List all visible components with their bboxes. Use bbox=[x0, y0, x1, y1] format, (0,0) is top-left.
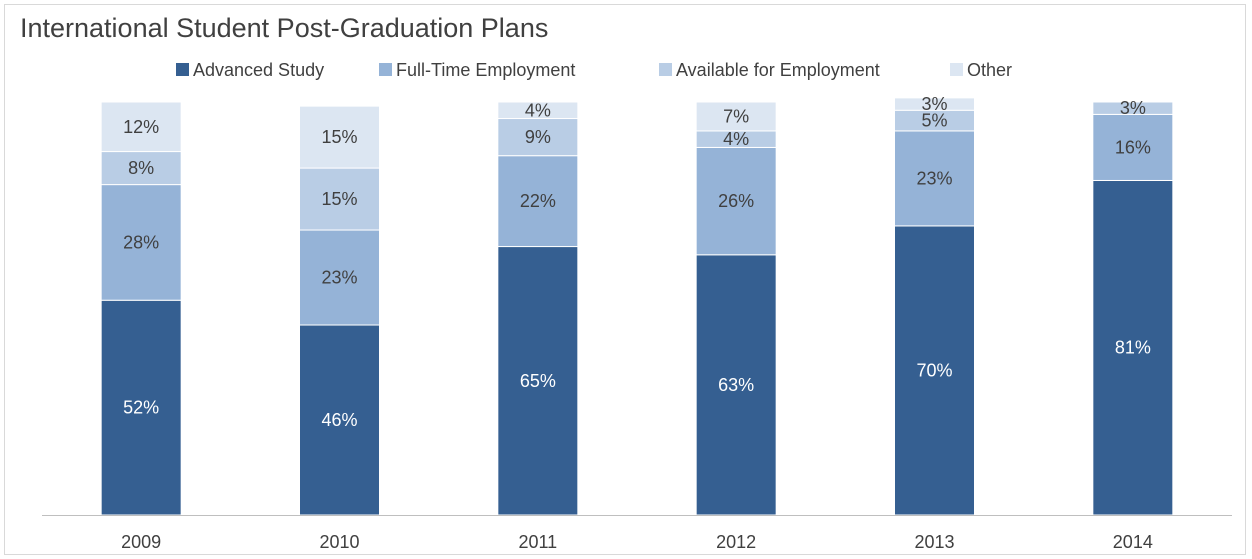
bar-stack-2011: 65% 22% 9% 4% bbox=[497, 100, 579, 516]
bar-other-2012 bbox=[695, 101, 777, 132]
legend-item-full-time-employment: Full-Time Employment bbox=[379, 60, 575, 80]
chart-title: International Student Post-Graduation Pl… bbox=[20, 13, 549, 43]
bar-stack-2012: 63% 26% 4% 7% bbox=[695, 101, 777, 516]
data-label-advanced-study-2011: 65% bbox=[520, 371, 556, 391]
bar-other-2009 bbox=[100, 101, 182, 153]
bar-stack-2013: 70% 23% 5%3% bbox=[894, 94, 975, 516]
legend-item-other: Other bbox=[950, 60, 1012, 80]
data-label-full-time-employment-2014: 16% bbox=[1115, 137, 1151, 157]
bar-advanced-study-2011 bbox=[497, 246, 579, 516]
bar-available-for-employment-2011 bbox=[497, 118, 579, 157]
bar-available-for-employment-2009 bbox=[100, 151, 182, 186]
bar-stack-2009: 52% 28% 8% 12% bbox=[100, 101, 182, 516]
bar-other-2013 bbox=[894, 97, 975, 111]
legend-swatch bbox=[659, 63, 672, 76]
data-label-available-for-employment-2009: 8% bbox=[128, 158, 154, 178]
bar-advanced-study-2013 bbox=[894, 225, 975, 516]
bar-full-time-employment-2013 bbox=[894, 130, 975, 227]
bar-full-time-employment-2010 bbox=[299, 229, 380, 326]
data-label-advanced-study-2010: 46% bbox=[321, 410, 357, 430]
bar-advanced-study-2014 bbox=[1092, 179, 1174, 516]
x-tick-label-2010: 2010 bbox=[319, 532, 359, 552]
data-label-full-time-employment-2013: 23% bbox=[916, 168, 952, 188]
data-label-available-for-employment-2012: 4% bbox=[723, 129, 749, 149]
bar-available-for-employment-2010 bbox=[299, 167, 380, 231]
bar-full-time-employment-2009 bbox=[100, 184, 182, 301]
legend-item-advanced-study: Advanced Study bbox=[176, 60, 324, 80]
data-label-full-time-employment-2009: 28% bbox=[123, 232, 159, 252]
bar-stack-2014: 81% 16% 3% bbox=[1092, 98, 1174, 516]
bar-stack-2010: 46% 23% 15% 15% bbox=[299, 105, 380, 516]
data-label-advanced-study-2009: 52% bbox=[123, 398, 159, 418]
data-label-other-2010: 15% bbox=[321, 127, 357, 147]
data-label-available-for-employment-2014: 3% bbox=[1120, 98, 1146, 118]
x-tick-label-2014: 2014 bbox=[1113, 532, 1153, 552]
data-label-advanced-study-2012: 63% bbox=[718, 375, 754, 395]
legend-swatch bbox=[176, 63, 189, 76]
legend-label: Full-Time Employment bbox=[396, 60, 575, 80]
legend-label: Other bbox=[967, 60, 1012, 80]
data-label-other-2009: 12% bbox=[123, 117, 159, 137]
bar-advanced-study-2012 bbox=[695, 254, 777, 516]
data-label-advanced-study-2013: 70% bbox=[916, 360, 952, 380]
x-tick-label-2009: 2009 bbox=[121, 532, 161, 552]
data-label-available-for-employment-2011: 9% bbox=[525, 127, 551, 147]
x-tick-label-2011: 2011 bbox=[518, 532, 557, 552]
legend-item-available-for-employment: Available for Employment bbox=[659, 60, 880, 80]
bar-full-time-employment-2012 bbox=[695, 146, 777, 256]
data-label-other-2012: 7% bbox=[723, 106, 749, 126]
data-label-full-time-employment-2011: 22% bbox=[520, 191, 556, 211]
bar-other-2011 bbox=[497, 101, 579, 120]
x-tick-label-2013: 2013 bbox=[914, 532, 954, 552]
data-label-full-time-employment-2012: 26% bbox=[718, 191, 754, 211]
data-label-available-for-employment-2010: 15% bbox=[321, 189, 357, 209]
bar-full-time-employment-2014 bbox=[1092, 113, 1174, 181]
legend: Advanced Study Full-Time Employment Availa… bbox=[176, 60, 1012, 80]
bar-other-2010 bbox=[299, 105, 380, 169]
bar-available-for-employment-2014 bbox=[1092, 101, 1174, 115]
x-tick-label-2012: 2012 bbox=[716, 532, 756, 552]
data-label-other-2011: 4% bbox=[525, 100, 551, 120]
bar-full-time-employment-2011 bbox=[497, 155, 579, 248]
data-label-advanced-study-2014: 81% bbox=[1115, 338, 1151, 358]
data-label-other-2013: 3% bbox=[921, 94, 947, 114]
legend-swatch bbox=[379, 63, 392, 76]
data-label-available-for-employment-2013: 5% bbox=[921, 111, 947, 131]
legend-swatch bbox=[950, 63, 963, 76]
data-label-full-time-employment-2010: 23% bbox=[321, 268, 357, 288]
chart-frame bbox=[4, 4, 1246, 555]
legend-label: Advanced Study bbox=[193, 60, 324, 80]
legend-label: Available for Employment bbox=[676, 60, 880, 80]
